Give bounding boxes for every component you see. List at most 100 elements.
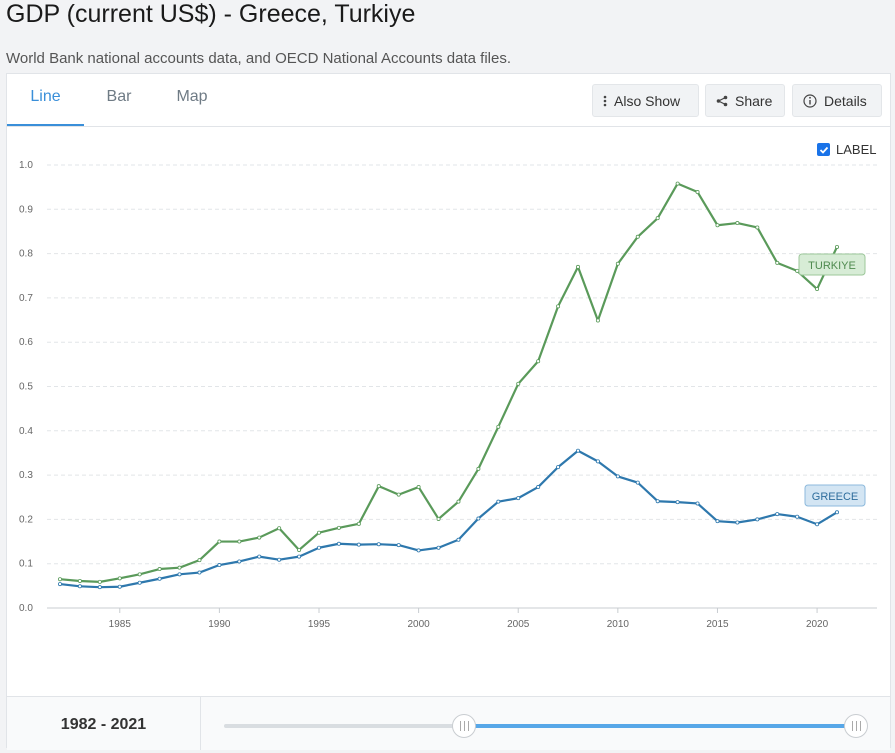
- y-tick-label: 0.0: [19, 603, 33, 614]
- data-point: [496, 424, 501, 429]
- data-point: [257, 554, 262, 559]
- data-point: [576, 448, 581, 453]
- range-start-handle[interactable]: [452, 714, 477, 738]
- data-point: [277, 526, 282, 531]
- data-point: [416, 485, 421, 490]
- range-separator: -: [96, 716, 111, 733]
- data-point: [77, 578, 82, 583]
- share-button[interactable]: Share: [705, 84, 785, 117]
- x-tick-label: 2010: [607, 619, 630, 630]
- data-point: [396, 543, 401, 548]
- range-end-handle[interactable]: [844, 714, 868, 738]
- kebab-menu-icon: [603, 95, 607, 107]
- share-icon: [716, 95, 728, 107]
- y-tick-label: 1.0: [19, 160, 33, 171]
- data-point: [77, 584, 82, 589]
- y-tick-label: 0.2: [19, 514, 33, 525]
- data-point: [356, 521, 361, 526]
- data-point: [655, 216, 660, 221]
- page-subtitle: World Bank national accounts data, and O…: [6, 50, 512, 67]
- y-tick-label: 0.9: [19, 204, 33, 215]
- range-slider-fill: [464, 724, 856, 728]
- series-line-turkiye: [59, 182, 838, 583]
- data-point: [595, 459, 600, 464]
- range-start: 1982: [60, 716, 97, 733]
- data-point: [516, 381, 521, 386]
- data-point: [237, 559, 242, 564]
- data-point: [735, 221, 740, 226]
- data-point: [137, 580, 142, 585]
- data-point: [675, 500, 680, 505]
- data-point: [58, 582, 63, 587]
- also-show-button[interactable]: Also Show: [592, 84, 699, 117]
- data-point: [316, 545, 321, 550]
- data-point: [336, 541, 341, 546]
- data-point: [376, 542, 381, 547]
- data-point: [635, 480, 640, 485]
- data-point: [376, 484, 381, 489]
- range-footer: 1982 - 2021: [7, 696, 890, 750]
- data-point: [775, 512, 780, 517]
- tab-bar[interactable]: Bar: [106, 88, 132, 105]
- data-point: [615, 261, 620, 266]
- x-tick-label: 1995: [308, 619, 331, 630]
- data-point: [316, 530, 321, 535]
- data-point: [137, 572, 142, 577]
- data-point: [715, 223, 720, 228]
- data-point: [615, 474, 620, 479]
- chart-grid: [47, 164, 877, 609]
- data-point: [117, 576, 122, 581]
- x-axis: 1985 1990 1995 2000 2005 2010 2015 2020: [109, 608, 829, 630]
- data-point: [157, 567, 162, 572]
- page-title: GDP (current US$) - Greece, Turkiye: [6, 0, 416, 28]
- y-tick-label: 0.4: [19, 426, 33, 437]
- data-point: [117, 584, 122, 589]
- data-point: [476, 516, 481, 521]
- x-tick-label: 1985: [109, 619, 132, 630]
- data-point: [755, 517, 760, 522]
- data-point: [217, 539, 222, 544]
- data-point: [436, 545, 441, 550]
- checkbox-checked-icon[interactable]: [817, 143, 830, 156]
- label-toggle[interactable]: LABEL: [817, 142, 876, 157]
- x-tick-label: 2015: [706, 619, 729, 630]
- data-point: [456, 499, 461, 504]
- y-tick-label: 0.5: [19, 382, 33, 393]
- data-point: [177, 572, 182, 577]
- data-point: [536, 359, 541, 364]
- series-label-box: [804, 484, 866, 507]
- year-range-label: 1982 - 2021: [7, 697, 201, 750]
- data-point: [217, 563, 222, 568]
- y-tick-label: 0.7: [19, 293, 33, 304]
- data-point: [635, 234, 640, 239]
- range-end: 2021: [110, 716, 147, 733]
- tab-line[interactable]: Line: [7, 74, 84, 126]
- tab-divider: [7, 126, 890, 127]
- data-point: [556, 304, 561, 309]
- details-button[interactable]: Details: [792, 84, 882, 117]
- chart-panel: Line Bar Map Also Show Share Details LAB…: [6, 73, 891, 750]
- data-point: [795, 514, 800, 519]
- series-label-greece: GREECE: [804, 484, 866, 507]
- data-point: [297, 547, 302, 552]
- details-label: Details: [824, 92, 867, 109]
- y-tick-label: 0.8: [19, 249, 33, 260]
- y-tick-label: 0.1: [19, 559, 33, 570]
- data-point: [576, 264, 581, 269]
- data-point: [815, 522, 820, 527]
- data-point: [835, 510, 840, 515]
- series-label-text: GREECE: [812, 491, 858, 503]
- tab-map[interactable]: Map: [176, 88, 208, 105]
- data-point: [496, 499, 501, 504]
- data-point: [356, 542, 361, 547]
- data-point: [237, 539, 242, 544]
- data-point: [735, 520, 740, 525]
- data-point: [97, 585, 102, 590]
- y-axis: 0.0 0.1 0.2 0.3 0.4 0.5 0.6 0.7 0.8 0.9 1.0: [19, 160, 33, 614]
- data-point: [197, 558, 202, 563]
- data-point: [476, 466, 481, 471]
- data-point: [416, 548, 421, 553]
- data-point: [715, 519, 720, 524]
- data-point: [58, 577, 63, 582]
- data-point: [516, 496, 521, 501]
